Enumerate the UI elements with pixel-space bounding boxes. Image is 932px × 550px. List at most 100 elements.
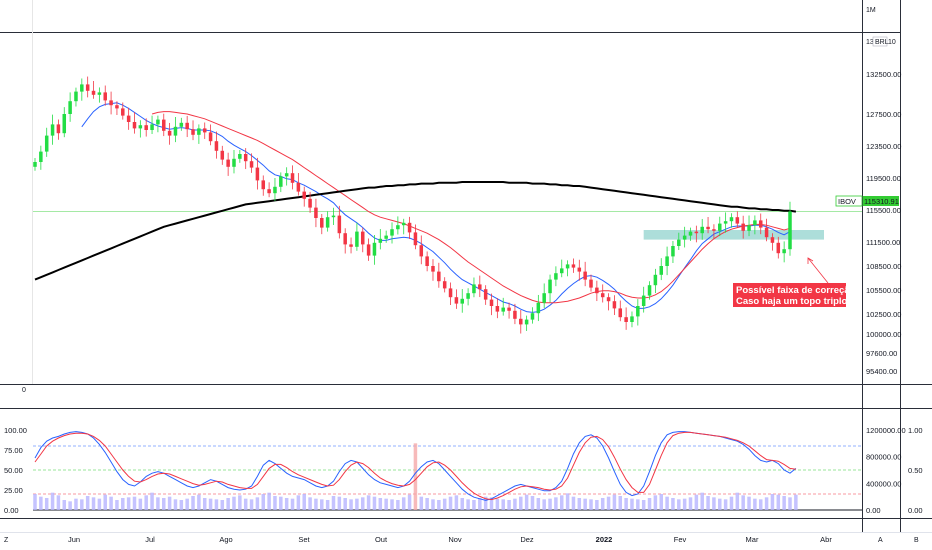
- volume-bar: [794, 494, 798, 510]
- volume-bar: [442, 498, 447, 510]
- candle-body: [378, 238, 383, 243]
- candle-body: [249, 161, 254, 168]
- volume-bar: [325, 500, 330, 510]
- candle-body: [776, 242, 781, 254]
- volume-bar: [85, 496, 90, 510]
- candle: [126, 107, 131, 130]
- time-axis: Jun Jul Ago Set Out Nov Dez 2022 Fev Mar Abr: [68, 535, 832, 544]
- candle-body: [501, 307, 505, 312]
- price-tick-label: 127500.00: [866, 110, 901, 119]
- candle-body: [150, 124, 154, 130]
- time-tick-label: Nov: [448, 535, 462, 544]
- volume-bar: [548, 498, 552, 510]
- candle: [589, 274, 593, 292]
- candle-body: [519, 318, 523, 325]
- candle-body: [466, 293, 470, 299]
- volume-bar: [343, 498, 347, 510]
- candle: [630, 311, 634, 328]
- volume-bar: [659, 494, 663, 510]
- candle: [495, 298, 500, 319]
- volume-bar: [132, 496, 137, 510]
- candle: [267, 182, 271, 198]
- candle: [349, 237, 353, 254]
- candle-body: [437, 271, 441, 282]
- candle-body: [513, 310, 517, 319]
- volume-bar: [636, 499, 640, 510]
- volume-bar: [68, 501, 72, 510]
- volume-bar: [460, 498, 465, 510]
- volume-bar: [80, 499, 84, 510]
- candle-body: [530, 313, 535, 320]
- candle-body: [782, 249, 786, 254]
- candle-body: [712, 229, 716, 231]
- currency-label[interactable]: BRL: [875, 39, 889, 46]
- timezone-marker[interactable]: Z: [4, 537, 9, 544]
- volume-bar: [641, 500, 646, 510]
- volume-bar: [559, 495, 564, 510]
- price-axis: 132500.00 127500.00 123500.00 119500.00 1155…: [866, 70, 901, 376]
- candle: [577, 259, 582, 281]
- candle-body: [103, 92, 107, 101]
- candle-body: [208, 132, 213, 142]
- candle: [39, 145, 43, 170]
- candle-body: [577, 267, 582, 272]
- candle: [366, 238, 371, 261]
- candle-body: [302, 191, 306, 199]
- volume-bar: [677, 499, 681, 510]
- candle-body: [97, 92, 102, 95]
- correction-zone-box: [643, 230, 824, 240]
- volume-bar: [396, 500, 400, 510]
- auto-scale-button[interactable]: A: [878, 537, 883, 544]
- candle: [273, 178, 277, 202]
- oscillator-tick-label: 75.00: [4, 446, 23, 455]
- volume-bar: [472, 500, 476, 510]
- candle: [530, 307, 535, 324]
- interval-label[interactable]: 1M: [866, 7, 876, 14]
- price-tick-label: 119500.00: [866, 174, 901, 183]
- candle-body: [138, 125, 143, 129]
- candle-body: [565, 264, 570, 269]
- candle-body: [606, 297, 611, 302]
- candle: [454, 289, 459, 309]
- log-scale-button[interactable]: B: [914, 537, 919, 544]
- volume-bar: [179, 500, 184, 510]
- candle: [536, 294, 541, 322]
- candle: [776, 236, 781, 259]
- candles: [33, 76, 792, 334]
- candle: [559, 259, 564, 278]
- candle-body: [489, 299, 494, 306]
- candle: [44, 127, 49, 157]
- candle: [636, 299, 640, 326]
- candle-body: [320, 218, 324, 228]
- volume-bar: [647, 498, 652, 510]
- symbol-tag: [835, 195, 863, 207]
- currency-badge[interactable]: [872, 36, 888, 47]
- volume-bar: [448, 496, 453, 510]
- time-tick-label: Abr: [820, 535, 832, 544]
- candle-body: [741, 223, 745, 231]
- candle-body: [554, 273, 558, 280]
- volume-bar: [419, 496, 424, 510]
- candle-body: [360, 231, 365, 245]
- candle: [296, 173, 301, 196]
- time-tick-label: Out: [375, 535, 388, 544]
- candle-body: [232, 158, 236, 167]
- volume-bar: [595, 500, 599, 510]
- candle-body: [314, 207, 318, 218]
- candle-body: [618, 308, 623, 318]
- candle: [700, 218, 704, 240]
- candle: [519, 310, 523, 334]
- scale-label: 10: [888, 39, 896, 46]
- candle: [513, 303, 517, 325]
- candle-body: [372, 242, 377, 256]
- annotation-arrowhead: [807, 257, 814, 264]
- candle-body: [536, 302, 541, 314]
- candle: [770, 233, 775, 251]
- oscillator: [33, 431, 798, 510]
- candle-body: [454, 297, 459, 304]
- volume-bar: [243, 498, 248, 510]
- candle: [162, 113, 166, 137]
- candle: [91, 81, 96, 99]
- candle: [360, 227, 365, 253]
- candle-body: [325, 217, 330, 228]
